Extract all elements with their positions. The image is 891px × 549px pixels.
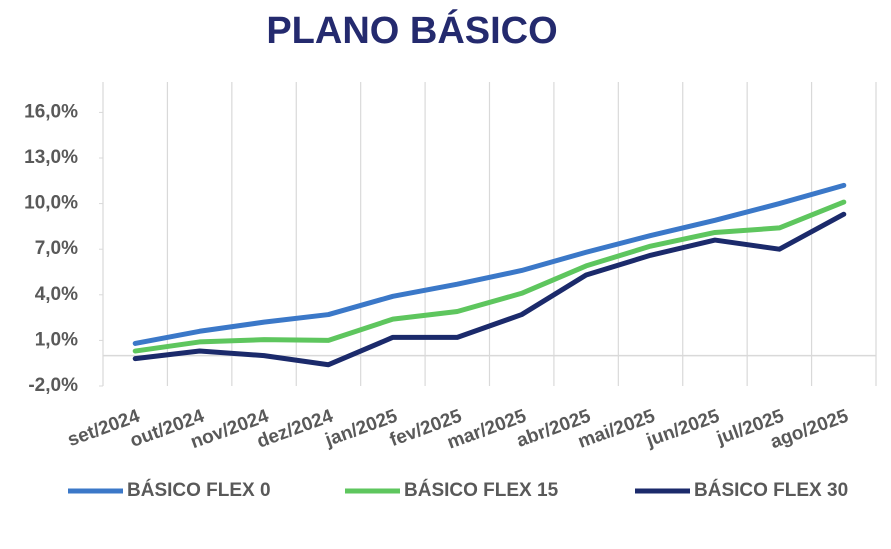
y-tick-label: 4,0% — [35, 284, 78, 305]
y-tick-label: 16,0% — [24, 101, 78, 122]
x-tick-label: jun/2025 — [643, 406, 723, 452]
legend-label: BÁSICO FLEX 30 — [694, 479, 848, 501]
y-tick-label: -2,0% — [28, 375, 78, 396]
y-tick-label: 7,0% — [35, 238, 78, 259]
x-tick-label: jan/2025 — [322, 406, 401, 452]
legend-label: BÁSICO FLEX 0 — [127, 479, 271, 501]
series-line — [132, 182, 847, 346]
y-tick-label: 13,0% — [24, 147, 78, 168]
legend-label: BÁSICO FLEX 15 — [404, 479, 559, 501]
series-line — [132, 211, 847, 368]
y-tick-label: 10,0% — [24, 193, 78, 214]
y-tick-label: 1,0% — [35, 329, 78, 350]
series-line — [132, 199, 847, 354]
chart-title: PLANO BÁSICO — [266, 8, 557, 52]
